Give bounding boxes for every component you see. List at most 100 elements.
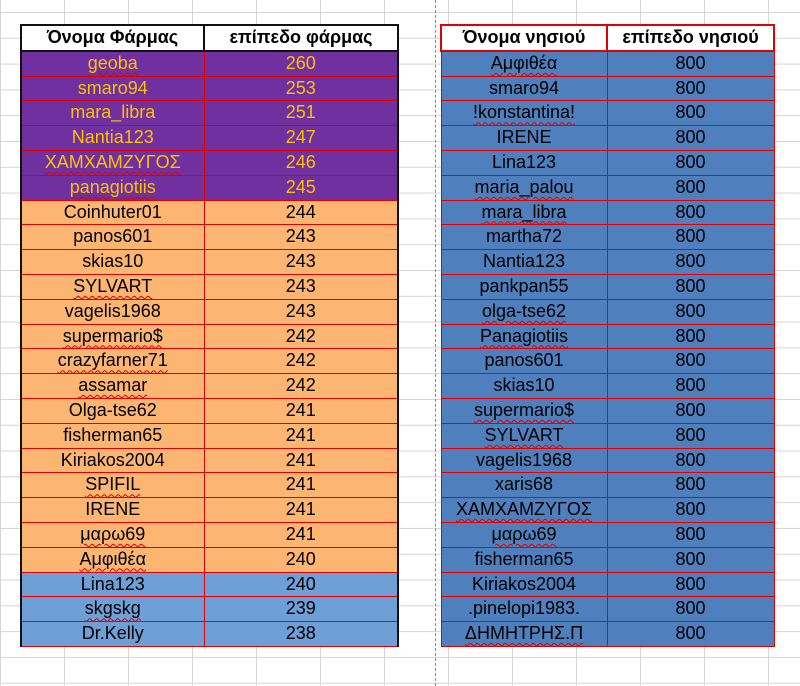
island-name-cell[interactable]: SYLVART (440, 422, 608, 449)
farm-level-cell[interactable]: 239 (203, 596, 399, 623)
farm-name-cell[interactable]: SPIFIL (20, 472, 205, 499)
farm-name-cell[interactable]: supermario$ (20, 323, 205, 350)
farm-name-cell[interactable]: panos601 (20, 224, 205, 251)
island-name-cell[interactable]: vagelis1968 (440, 447, 608, 474)
island-name-cell[interactable]: mara_libra (440, 199, 608, 226)
island-level-cell[interactable]: 800 (606, 125, 775, 151)
farm-level-cell[interactable]: 241 (203, 397, 399, 424)
island-name-cell[interactable]: ΔΗΜΗΤΡΗΣ.Π (440, 621, 608, 647)
farm-name-cell[interactable]: mara_libra (20, 100, 205, 127)
farm-level-cell[interactable]: 241 (203, 447, 399, 474)
island-name-cell[interactable]: supermario$ (440, 397, 608, 424)
island-name-cell[interactable]: Kiriakos2004 (440, 571, 608, 598)
island-name-cell[interactable]: !konstantina! (440, 100, 608, 127)
island-level-cell[interactable]: 800 (606, 298, 775, 325)
island-name-cell[interactable]: ΧΑΜΧΑΜΖΥΓΟΣ (440, 497, 608, 523)
island-level-cell[interactable]: 800 (606, 323, 775, 350)
farm-level-cell[interactable]: 240 (203, 571, 399, 598)
island-name-cell[interactable]: maria_palou (440, 174, 608, 201)
island-name-cell[interactable]: Panagiotiis (440, 323, 608, 350)
farm-name-cell[interactable]: panagiotiis (20, 174, 205, 201)
island-level-cell[interactable]: 800 (606, 75, 775, 102)
farm-name-cell[interactable]: IRENE (20, 497, 205, 523)
farm-level-cell[interactable]: 243 (203, 249, 399, 275)
island-name-cell[interactable]: Αμφιθέα (440, 50, 608, 77)
island-level-header[interactable]: επίπεδο νησιού (606, 24, 775, 52)
farm-name-header[interactable]: Όνομα Φάρμας (20, 24, 205, 52)
farm-level-cell[interactable]: 253 (203, 75, 399, 102)
island-level-cell[interactable]: 800 (606, 149, 775, 176)
island-name-cell[interactable]: martha72 (440, 224, 608, 251)
farm-name-cell[interactable]: ΧΑΜΧΑΜΖΥΓΟΣ (20, 149, 205, 176)
farm-level-header[interactable]: επίπεδο φάρμας (203, 24, 399, 52)
island-level-cell[interactable]: 800 (606, 224, 775, 251)
island-level-cell[interactable]: 800 (606, 472, 775, 499)
island-level-cell[interactable]: 800 (606, 621, 775, 647)
farm-level-cell[interactable]: 243 (203, 224, 399, 251)
island-name-cell[interactable]: Lina123 (440, 149, 608, 176)
farm-name-cell[interactable]: μαρω69 (20, 521, 205, 548)
farm-name-cell[interactable]: Olga-tse62 (20, 397, 205, 424)
island-level-cell[interactable]: 800 (606, 521, 775, 548)
farm-level-cell[interactable]: 241 (203, 472, 399, 499)
island-level-cell[interactable]: 800 (606, 422, 775, 449)
island-level-cell[interactable]: 800 (606, 447, 775, 474)
farm-name-cell[interactable]: assamar (20, 373, 205, 399)
island-level-cell[interactable]: 800 (606, 100, 775, 127)
island-name-cell[interactable]: pankpan55 (440, 273, 608, 300)
island-level-cell[interactable]: 800 (606, 50, 775, 77)
farm-name-cell[interactable]: skgskg (20, 596, 205, 623)
farm-name-cell[interactable]: vagelis1968 (20, 298, 205, 325)
farm-level-cell[interactable]: 238 (203, 621, 399, 647)
farm-level-cell[interactable]: 245 (203, 174, 399, 201)
farm-level-cell[interactable]: 242 (203, 323, 399, 350)
island-name-cell[interactable]: Nantia123 (440, 249, 608, 275)
farm-name-cell[interactable]: Αμφιθέα (20, 546, 205, 573)
island-name-cell[interactable]: IRENE (440, 125, 608, 151)
island-name-header[interactable]: Όνομα νησιού (440, 24, 608, 52)
island-level-cell[interactable]: 800 (606, 571, 775, 598)
farm-level-cell[interactable]: 242 (203, 348, 399, 375)
farm-name-cell[interactable]: geoba (20, 50, 205, 77)
island-name-cell[interactable]: olga-tse62 (440, 298, 608, 325)
farm-level-cell[interactable]: 240 (203, 546, 399, 573)
farm-level-cell[interactable]: 246 (203, 149, 399, 176)
farm-name-cell[interactable]: skias10 (20, 249, 205, 275)
farm-level-cell[interactable]: 241 (203, 422, 399, 449)
farm-name-cell[interactable]: Dr.Kelly (20, 621, 205, 647)
island-level-cell[interactable]: 800 (606, 273, 775, 300)
island-name-cell[interactable]: xaris68 (440, 472, 608, 499)
island-name-cell[interactable]: .pinelopi1983. (440, 596, 608, 623)
island-name-cell[interactable]: fisherman65 (440, 546, 608, 573)
island-level-cell[interactable]: 800 (606, 497, 775, 523)
island-level-cell[interactable]: 800 (606, 373, 775, 399)
island-level-cell[interactable]: 800 (606, 199, 775, 226)
island-name-cell[interactable]: μαρω69 (440, 521, 608, 548)
farm-name-cell[interactable]: Nantia123 (20, 125, 205, 151)
farm-level-cell[interactable]: 241 (203, 497, 399, 523)
farm-level-cell[interactable]: 247 (203, 125, 399, 151)
island-name-cell[interactable]: skias10 (440, 373, 608, 399)
island-level-cell[interactable]: 800 (606, 348, 775, 375)
farm-name-cell[interactable]: fisherman65 (20, 422, 205, 449)
farm-name-cell[interactable]: Kiriakos2004 (20, 447, 205, 474)
island-level-cell[interactable]: 800 (606, 397, 775, 424)
island-level-cell[interactable]: 800 (606, 546, 775, 573)
farm-name-cell[interactable]: SYLVART (20, 273, 205, 300)
farm-level-cell[interactable]: 241 (203, 521, 399, 548)
island-name-cell[interactable]: smaro94 (440, 75, 608, 102)
farm-level-cell[interactable]: 243 (203, 273, 399, 300)
island-level-cell[interactable]: 800 (606, 174, 775, 201)
farm-level-cell[interactable]: 251 (203, 100, 399, 127)
island-level-cell[interactable]: 800 (606, 596, 775, 623)
island-level-cell[interactable]: 800 (606, 249, 775, 275)
farm-name-cell[interactable]: Lina123 (20, 571, 205, 598)
farm-level-cell[interactable]: 244 (203, 199, 399, 226)
farm-name-cell[interactable]: crazyfarner71 (20, 348, 205, 375)
farm-level-cell[interactable]: 242 (203, 373, 399, 399)
farm-level-cell[interactable]: 260 (203, 50, 399, 77)
farm-name-cell[interactable]: smaro94 (20, 75, 205, 102)
island-name-cell[interactable]: panos601 (440, 348, 608, 375)
farm-name-cell[interactable]: Coinhuter01 (20, 199, 205, 226)
farm-level-cell[interactable]: 243 (203, 298, 399, 325)
